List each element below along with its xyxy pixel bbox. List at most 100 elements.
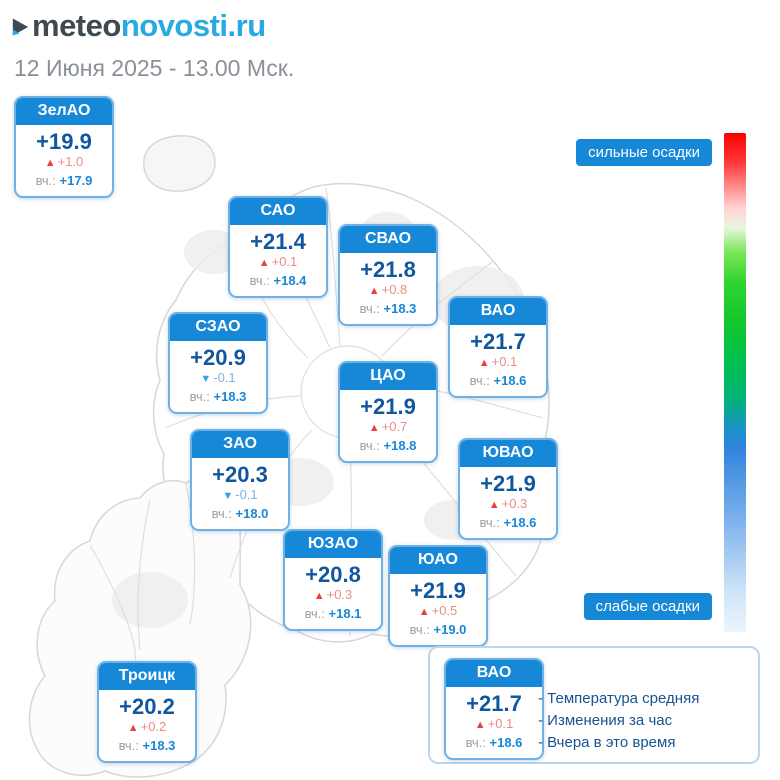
district-change-value: +0.5: [431, 603, 458, 618]
yesterday-label: вч.:: [249, 273, 270, 288]
legend-line-temperature: - Температура средняя: [538, 690, 700, 707]
up-triangle-icon: ▲: [258, 257, 270, 269]
district-yesterday: вч.: +18.3: [340, 299, 436, 324]
logo-text-novosti: novosti.ru: [120, 8, 266, 43]
district-card-СВАО[interactable]: СВАО +21.8 ▲ +0.8 вч.: +18.3: [338, 224, 438, 326]
district-change-value: -0.1: [235, 487, 258, 502]
district-change-value: +0.8: [381, 282, 408, 297]
yesterday-value: +18.6: [489, 735, 523, 750]
district-temp: +20.3: [212, 462, 268, 487]
map-zelenograd-outline: [143, 135, 216, 192]
district-change-value: +0.1: [491, 354, 518, 369]
up-triangle-icon: ▲: [474, 719, 486, 731]
district-change: ▲ +0.1: [450, 354, 546, 371]
district-change: ▲ +0.2: [99, 719, 195, 736]
district-yesterday: вч.: +18.1: [285, 604, 381, 629]
district-temp: +20.9: [190, 345, 246, 370]
legend-lines: - Температура средняя - Изменения за час…: [538, 688, 699, 754]
district-yesterday: вч.: +18.0: [192, 504, 288, 529]
district-card-САО[interactable]: САО +21.4 ▲ +0.1 вч.: +18.4: [228, 196, 328, 298]
district-name: ЮЗАО: [285, 531, 381, 558]
district-name: ЮВАО: [460, 440, 556, 467]
yesterday-value: +19.0: [433, 622, 467, 637]
district-temp: +20.8: [305, 562, 361, 587]
down-triangle-icon: ▼: [200, 373, 212, 385]
logo-text-meteo: meteo: [32, 8, 121, 43]
district-card-Троицк[interactable]: Троицк +20.2 ▲ +0.2 вч.: +18.3: [97, 661, 197, 763]
yesterday-label: вч.:: [118, 738, 139, 753]
district-card-ЦАО[interactable]: ЦАО +21.9 ▲ +0.7 вч.: +18.8: [338, 361, 438, 463]
logo-icon: [12, 18, 29, 36]
yesterday-label: вч.:: [469, 373, 490, 388]
district-card-ВАО[interactable]: ВАО +21.7 ▲ +0.1 вч.: +18.6: [448, 296, 548, 398]
district-yesterday: вч.: +18.3: [99, 736, 195, 761]
district-name: ВАО: [446, 660, 542, 687]
district-card-body: +21.8 ▲ +0.8 вч.: +18.3: [340, 253, 436, 324]
district-name: САО: [230, 198, 326, 225]
up-triangle-icon: ▲: [127, 722, 139, 734]
district-change: ▲ +1.0: [16, 154, 112, 171]
yesterday-value: +18.0: [235, 506, 269, 521]
district-change: ▲ +0.1: [446, 716, 542, 733]
yesterday-label: вч.:: [189, 389, 210, 404]
district-card-body: +21.7 ▲ +0.1 вч.: +18.6: [446, 687, 542, 758]
district-temp: +21.9: [410, 578, 466, 603]
district-card-ЮЗАО[interactable]: ЮЗАО +20.8 ▲ +0.3 вч.: +18.1: [283, 529, 383, 631]
weak-precip-label: слабые осадки: [583, 593, 712, 620]
district-change-value: +0.3: [501, 496, 528, 511]
district-change-value: +0.1: [487, 716, 514, 731]
district-card-ЗелАО[interactable]: ЗелАО +19.9 ▲ +1.0 вч.: +17.9: [14, 96, 114, 198]
date-time: 12 Июня 2025 - 13.00 Мск.: [14, 55, 295, 81]
up-triangle-icon: ▲: [368, 422, 380, 434]
district-change-value: -0.1: [213, 370, 236, 385]
district-name: ЗелАО: [16, 98, 112, 125]
district-change-value: +0.7: [381, 419, 408, 434]
district-yesterday: вч.: +18.3: [170, 387, 266, 412]
district-card-body: +21.9 ▲ +0.3 вч.: +18.6: [460, 467, 556, 538]
yesterday-value: +18.1: [328, 606, 362, 621]
precipitation-scale: [724, 133, 746, 632]
yesterday-label: вч.:: [409, 622, 430, 637]
yesterday-label: вч.:: [465, 735, 486, 750]
district-yesterday: вч.: +18.6: [460, 513, 556, 538]
district-card-ЮВАО[interactable]: ЮВАО +21.9 ▲ +0.3 вч.: +18.6: [458, 438, 558, 540]
district-card-ЗАО[interactable]: ЗАО +20.3 ▼ -0.1 вч.: +18.0: [190, 429, 290, 531]
yesterday-value: +18.6: [493, 373, 527, 388]
district-temp: +21.7: [466, 691, 522, 716]
district-change: ▼ -0.1: [170, 370, 266, 387]
legend: ВАО +21.7 ▲ +0.1 вч.: +18.6 - Температура ср…: [428, 646, 760, 764]
legend-card-slot: ВАО +21.7 ▲ +0.1 вч.: +18.6: [444, 658, 544, 760]
district-card-body: +21.7 ▲ +0.1 вч.: +18.6: [450, 325, 546, 396]
district-name: ЗАО: [192, 431, 288, 458]
district-card-СЗАО[interactable]: СЗАО +20.9 ▼ -0.1 вч.: +18.3: [168, 312, 268, 414]
district-change: ▲ +0.1: [230, 254, 326, 271]
site-logo[interactable]: meteonovosti.ru: [12, 8, 266, 44]
yesterday-value: +18.3: [213, 389, 247, 404]
district-temp: +21.9: [480, 471, 536, 496]
district-temp: +21.8: [360, 257, 416, 282]
yesterday-label: вч.:: [304, 606, 325, 621]
yesterday-label: вч.:: [211, 506, 232, 521]
district-card-ЮАО[interactable]: ЮАО +21.9 ▲ +0.5 вч.: +19.0: [388, 545, 488, 647]
up-triangle-icon: ▲: [44, 157, 56, 169]
yesterday-value: +18.3: [142, 738, 176, 753]
up-triangle-icon: ▲: [368, 285, 380, 297]
district-change: ▲ +0.3: [285, 587, 381, 604]
district-change-value: +0.2: [140, 719, 167, 734]
district-yesterday: вч.: +18.6: [446, 733, 542, 758]
district-temp: +19.9: [36, 129, 92, 154]
legend-line-change: - Изменения за час: [538, 712, 673, 729]
district-yesterday: вч.: +18.6: [450, 371, 546, 396]
district-card-body: +19.9 ▲ +1.0 вч.: +17.9: [16, 125, 112, 196]
up-triangle-icon: ▲: [418, 606, 430, 618]
district-card-body: +20.3 ▼ -0.1 вч.: +18.0: [192, 458, 288, 529]
district-name: СЗАО: [170, 314, 266, 341]
district-temp: +21.4: [250, 229, 306, 254]
legend-card-ВАО: ВАО +21.7 ▲ +0.1 вч.: +18.6: [444, 658, 544, 760]
district-card-body: +20.2 ▲ +0.2 вч.: +18.3: [99, 690, 195, 761]
district-card-body: +20.9 ▼ -0.1 вч.: +18.3: [170, 341, 266, 412]
strong-precip-label: сильные осадки: [576, 139, 712, 166]
up-triangle-icon: ▲: [488, 499, 500, 511]
district-change: ▲ +0.7: [340, 419, 436, 436]
